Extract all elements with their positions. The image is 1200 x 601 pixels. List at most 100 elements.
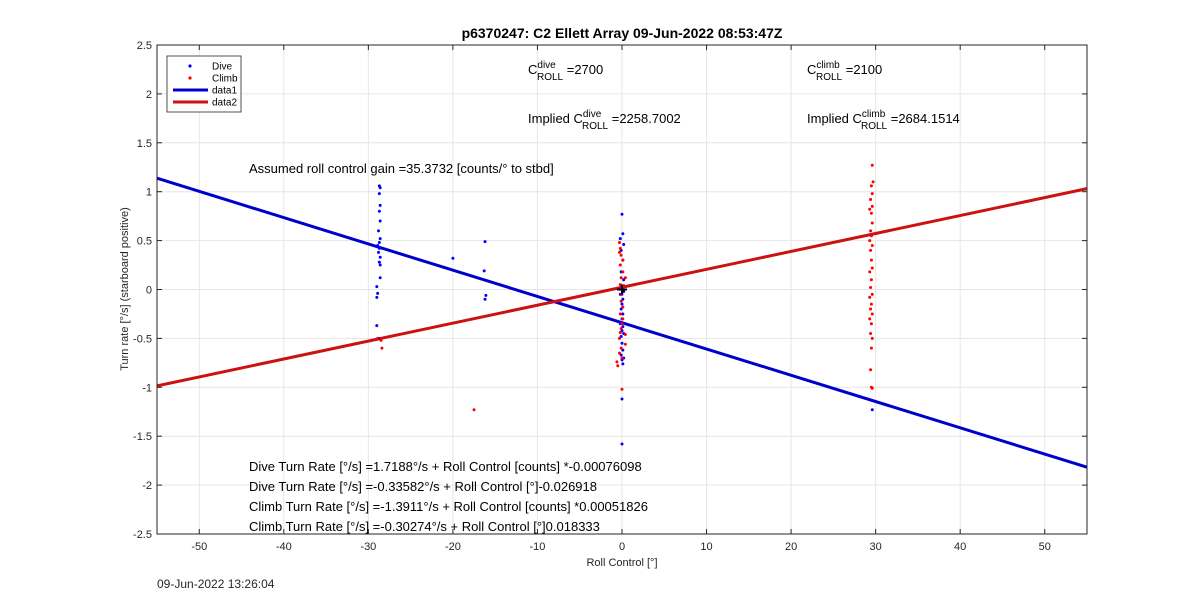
point-dive xyxy=(451,256,455,260)
point-dive xyxy=(483,240,487,244)
x-tick-label: 50 xyxy=(1039,541,1051,553)
x-tick-label: 40 xyxy=(954,541,966,553)
point-climb xyxy=(870,386,874,390)
point-climb xyxy=(619,327,623,331)
point-climb xyxy=(618,331,622,335)
x-tick-label: 30 xyxy=(870,541,882,553)
point-climb xyxy=(615,360,619,364)
point-climb xyxy=(868,317,872,321)
point-dive xyxy=(378,263,382,267)
y-tick-label: -2.5 xyxy=(133,529,152,541)
x-tick-label: -30 xyxy=(360,541,376,553)
point-dive xyxy=(378,203,382,207)
legend-climb-label: Climb xyxy=(212,74,238,85)
point-climb xyxy=(869,258,873,262)
point-dive xyxy=(378,255,382,259)
x-tick-label: -50 xyxy=(191,541,207,553)
point-dive xyxy=(377,246,381,250)
point-dive xyxy=(618,237,622,241)
point-dive xyxy=(378,219,382,223)
point-dive xyxy=(377,192,381,196)
point-dive xyxy=(484,293,488,297)
point-dive xyxy=(482,269,486,273)
point-climb xyxy=(870,336,874,340)
annotation-equation-4: Climb Turn Rate [°/s] =-0.30274°/s + Rol… xyxy=(249,519,600,534)
annotation-implied-dive-value: =2258.7002 xyxy=(608,111,681,126)
point-dive xyxy=(375,285,379,289)
point-climb xyxy=(376,336,380,340)
legend-dive-marker xyxy=(188,64,192,68)
point-climb xyxy=(869,307,873,311)
point-climb xyxy=(868,295,872,299)
point-climb xyxy=(869,286,873,290)
point-dive xyxy=(619,307,623,311)
y-tick-label: 2 xyxy=(146,89,152,101)
point-climb xyxy=(617,351,621,355)
annotation-implied-dive: Implied Cdive ROLL =2258.7002 xyxy=(528,109,681,132)
annotation-implied-climb-sub: ROLL xyxy=(861,121,888,132)
annotation-equation-3: Climb Turn Rate [°/s] =-1.3911°/s + Roll… xyxy=(249,499,648,514)
point-climb xyxy=(380,346,384,350)
y-tick-label: -1.5 xyxy=(133,431,152,443)
y-tick-label: 1 xyxy=(146,187,152,199)
point-climb xyxy=(618,246,622,250)
point-climb xyxy=(869,211,873,215)
annotation-implied-dive-sub: ROLL xyxy=(582,121,609,132)
point-dive xyxy=(375,324,379,328)
point-climb xyxy=(870,243,874,247)
point-climb xyxy=(618,312,622,316)
point-climb xyxy=(619,276,623,280)
point-dive xyxy=(377,250,381,254)
point-climb xyxy=(870,204,874,208)
point-climb xyxy=(871,180,875,184)
annotation-implied-climb-value: =2684.1514 xyxy=(887,111,960,126)
legend-item-data2: data2 xyxy=(173,98,237,109)
point-climb xyxy=(870,221,874,225)
annotation-c-dive-value: =2700 xyxy=(563,62,603,77)
point-climb xyxy=(868,270,872,274)
x-axis-label: Roll Control [°] xyxy=(586,557,657,569)
point-climb xyxy=(869,184,873,188)
point-climb xyxy=(472,408,476,412)
point-dive xyxy=(375,295,379,299)
x-tick-label: -20 xyxy=(445,541,461,553)
point-dive xyxy=(620,341,624,345)
legend-item-dive: Dive xyxy=(188,62,232,73)
point-dive xyxy=(620,397,624,401)
point-climb xyxy=(869,322,873,326)
point-climb xyxy=(869,302,873,306)
legend-climb-marker xyxy=(188,76,192,80)
point-climb xyxy=(619,346,623,350)
point-dive xyxy=(620,302,624,306)
point-climb xyxy=(869,229,873,233)
x-tick-label: 0 xyxy=(619,541,625,553)
point-climb xyxy=(869,346,873,350)
point-climb xyxy=(616,364,620,368)
point-dive xyxy=(622,278,626,282)
plot-area xyxy=(156,163,1088,469)
point-dive xyxy=(621,297,625,301)
point-climb xyxy=(621,270,625,274)
annotation-c-climb-sub: ROLL xyxy=(816,72,843,83)
point-climb xyxy=(619,299,623,303)
extra-markers xyxy=(617,284,627,295)
y-tick-label: -0.5 xyxy=(133,333,152,345)
point-dive xyxy=(377,260,381,264)
point-climb xyxy=(870,192,874,196)
point-climb xyxy=(620,356,624,360)
y-axis-label: Turn rate [°/s] (starboard positive) xyxy=(119,207,131,371)
tick-labels: -50 -40 -30 -20 -10 0 10 20 30 40 50-2.5-2-1.5-1-0… xyxy=(133,40,1051,553)
legend-data2-label: data2 xyxy=(212,98,237,109)
point-dive xyxy=(870,408,874,412)
point-dive xyxy=(621,348,625,352)
point-climb xyxy=(869,234,873,238)
point-dive xyxy=(620,212,624,216)
scatter-points xyxy=(375,163,875,446)
point-climb xyxy=(617,336,621,340)
point-dive xyxy=(378,186,382,190)
point-climb xyxy=(869,198,873,202)
x-tick-label: 10 xyxy=(700,541,712,553)
annotation-c-climb-value: =2100 xyxy=(842,62,882,77)
point-climb xyxy=(869,278,873,282)
